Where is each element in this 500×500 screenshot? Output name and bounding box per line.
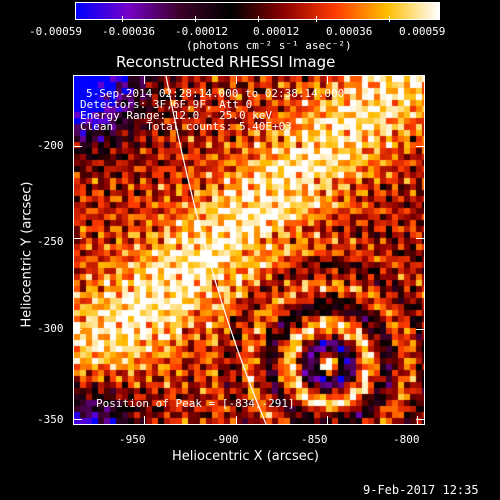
solar-limb-overlay [165, 76, 267, 424]
axis-tick [416, 329, 424, 330]
axis-tick [416, 238, 424, 239]
plot-area: 5-Sep-2014 02:28:14.000 to 02:38:14.000 … [73, 75, 425, 425]
footer-date: 9-Feb-2017 12:35 [363, 483, 479, 497]
axis-tick [74, 419, 82, 420]
colorbar-tick-label: 0.00059 [399, 25, 446, 38]
axis-tick [327, 76, 328, 84]
axis-tick [416, 419, 424, 420]
x-tick-label: -900 [212, 433, 239, 446]
colorbar-tick [122, 16, 124, 22]
axis-tick [236, 76, 237, 84]
x-tick-label: -850 [301, 433, 328, 446]
x-axis-label: Heliocentric X (arcsec) [172, 449, 319, 464]
x-tick-label: -800 [393, 433, 420, 446]
colorbar-tick-label: 0.00036 [326, 25, 373, 38]
info-detectors: Detectors: 3F,6F,9F, Att 0 [80, 98, 253, 111]
info-energy: Energy Range: 12.0 - 25.0 keV [80, 109, 273, 122]
y-tick-label: -250 [37, 235, 64, 248]
axis-tick [417, 416, 418, 424]
y-tick-label: -200 [37, 139, 64, 152]
axis-tick [144, 416, 145, 424]
rhessi-image-map [74, 76, 424, 424]
axis-tick [144, 76, 145, 84]
peak-position: Position of Peak = [-834,-291] [96, 397, 295, 410]
y-axis-label: Heliocentric Y (arcsec) [19, 181, 35, 328]
colorbar-tick [195, 16, 197, 22]
colorbar-tick [315, 16, 317, 22]
colorbar-tick-label: -0.00036 [102, 25, 155, 38]
y-tick-label: -350 [37, 413, 64, 426]
colorbar-units: (photons cm⁻² s⁻¹ asec⁻²) [186, 39, 352, 52]
colorbar-tick-label: -0.00059 [29, 25, 82, 38]
info-clean: Clean Total counts: 5.40E+03 [80, 120, 292, 133]
solar-limb-line [165, 76, 267, 424]
colorbar-tick [257, 16, 259, 22]
colorbar-tick-label: -0.00012 [175, 25, 228, 38]
axis-tick [236, 416, 237, 424]
plot-title: Reconstructed RHESSI Image [116, 53, 336, 71]
axis-tick [74, 238, 82, 239]
x-tick-label: -950 [119, 433, 146, 446]
axis-tick [416, 146, 424, 147]
axis-tick [74, 329, 82, 330]
info-time: 5-Sep-2014 02:28:14.000 to 02:38:14.000 [86, 87, 345, 100]
colorbar-tick-label: 0.00012 [253, 25, 300, 38]
y-tick-label: -300 [37, 322, 64, 335]
colorbar-tick [388, 16, 390, 22]
axis-tick [327, 416, 328, 424]
axis-tick [74, 146, 82, 147]
axis-tick [417, 76, 418, 84]
